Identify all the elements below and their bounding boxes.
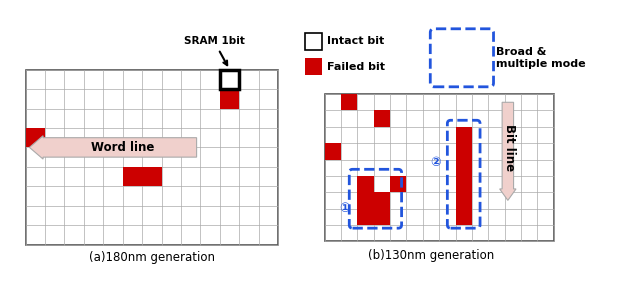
Text: (b)130nm generation: (b)130nm generation [368,249,494,262]
Bar [374,110,390,127]
Bar [374,209,390,225]
Bar [341,94,358,110]
Text: SRAM 1bit: SRAM 1bit [184,36,244,65]
Text: Failed bit: Failed bit [327,62,385,72]
Text: Broad &
multiple mode: Broad & multiple mode [496,47,586,68]
Text: ①: ① [339,202,350,215]
Bar [456,127,472,143]
Bar [456,209,472,225]
FancyArrow shape [500,102,516,200]
Bar [456,160,472,176]
Text: Intact bit: Intact bit [327,36,384,47]
Bar [25,70,278,244]
Bar [325,143,341,160]
Text: (a)180nm generation: (a)180nm generation [89,251,215,264]
Bar [25,128,45,147]
Text: Word line: Word line [91,141,154,154]
Bar [306,58,322,75]
Bar [358,176,374,192]
FancyArrow shape [29,136,197,159]
Text: Bit line: Bit line [503,125,516,172]
Bar [220,70,239,89]
Bar [142,167,162,186]
Bar [358,209,374,225]
Bar [374,192,390,209]
Bar [390,176,407,192]
Bar [123,167,142,186]
Bar [456,192,472,209]
Bar [220,89,239,109]
Bar [325,94,554,241]
Bar [456,143,472,160]
Bar [358,192,374,209]
Bar [306,33,322,50]
Text: ②: ② [431,156,441,169]
Bar [456,176,472,192]
